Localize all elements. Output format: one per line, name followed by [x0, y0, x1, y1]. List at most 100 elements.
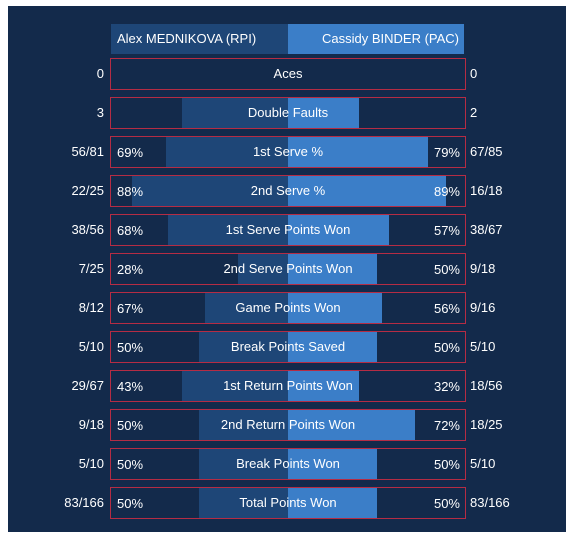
- right-player-stat-percent: 50%: [433, 262, 460, 277]
- right-player-stat-value: 9/16: [470, 300, 496, 315]
- right-player-stat-value: 9/18: [470, 261, 496, 276]
- right-player-bar: [288, 410, 415, 440]
- stat-bar-box: Aces: [110, 58, 466, 90]
- right-player-bar: [288, 254, 377, 284]
- stat-row: 7/25 2nd Serve Points Won 28% 50% 9/18: [8, 253, 566, 285]
- left-player-bar: [199, 332, 288, 362]
- stat-label: Game Points Won: [235, 300, 341, 315]
- left-player-stat-value: 7/25: [78, 261, 104, 276]
- left-player-stat-value: 5/10: [78, 456, 104, 471]
- player-left-header: Alex MEDNIKOVA (RPI): [111, 24, 288, 54]
- left-player-bar: [166, 137, 288, 167]
- stat-bar-box: 1st Return Points Won 43% 32%: [110, 370, 466, 402]
- right-player-bar: [288, 293, 382, 323]
- player-right-header: Cassidy BINDER (PAC): [288, 24, 464, 54]
- right-player-stat-percent: 89%: [433, 184, 460, 199]
- left-player-stat-value: 56/81: [71, 144, 104, 159]
- stat-row: 56/81 1st Serve % 69% 79% 67/85: [8, 136, 566, 168]
- right-player-stat-value: 2: [470, 105, 478, 120]
- stat-bar-box: Total Points Won 50% 50%: [110, 487, 466, 519]
- stat-label: Total Points Won: [239, 495, 337, 510]
- right-player-stat-value: 5/10: [470, 339, 496, 354]
- left-player-stat-percent: 50%: [117, 340, 144, 355]
- stat-row: 8/12 Game Points Won 67% 56% 9/16: [8, 292, 566, 324]
- left-player-stat-percent: 50%: [117, 418, 144, 433]
- right-player-stat-value: 83/166: [470, 495, 510, 510]
- left-player-stat-percent: 50%: [117, 457, 144, 472]
- left-player-stat-value: 9/18: [78, 417, 104, 432]
- left-player-bar: [182, 98, 288, 128]
- right-player-bar: [288, 137, 428, 167]
- match-stats-panel: Alex MEDNIKOVA (RPI) Cassidy BINDER (PAC…: [8, 6, 566, 532]
- right-player-stat-value: 16/18: [470, 183, 503, 198]
- right-player-stat-percent: 72%: [433, 418, 460, 433]
- stat-label: 2nd Serve Points Won: [223, 261, 353, 276]
- stat-bar-box: 1st Serve % 69% 79%: [110, 136, 466, 168]
- stat-row: 22/25 2nd Serve % 88% 89% 16/18: [8, 175, 566, 207]
- stat-row: 3 Double Faults 2: [8, 97, 566, 129]
- stat-row: 0 Aces 0: [8, 58, 566, 90]
- left-player-bar: [199, 449, 288, 479]
- stat-label: 2nd Serve %: [250, 183, 326, 198]
- left-player-bar: [132, 176, 288, 206]
- stat-bar-box: Break Points Saved 50% 50%: [110, 331, 466, 363]
- right-player-stat-value: 18/25: [470, 417, 503, 432]
- right-player-stat-percent: 50%: [433, 340, 460, 355]
- stat-row: 83/166 Total Points Won 50% 50% 83/166: [8, 487, 566, 519]
- stat-label: Break Points Saved: [230, 339, 346, 354]
- right-player-bar: [288, 449, 377, 479]
- stat-label: 1st Serve %: [252, 144, 324, 159]
- left-player-bar: [199, 410, 288, 440]
- stat-label: 1st Serve Points Won: [225, 222, 351, 237]
- right-player-bar: [288, 176, 446, 206]
- left-player-stat-value: 29/67: [71, 378, 104, 393]
- left-player-stat-percent: 28%: [117, 262, 144, 277]
- right-player-bar: [288, 332, 377, 362]
- stat-row: 9/18 2nd Return Points Won 50% 72% 18/25: [8, 409, 566, 441]
- left-player-stat-value: 8/12: [78, 300, 104, 315]
- stat-label: 2nd Return Points Won: [220, 417, 356, 432]
- stat-label: Double Faults: [247, 105, 329, 120]
- right-player-stat-percent: 56%: [433, 301, 460, 316]
- left-player-bar: [182, 371, 288, 401]
- right-player-stat-value: 5/10: [470, 456, 496, 471]
- stat-label: Aces: [273, 66, 303, 81]
- right-player-stat-value: 0: [470, 66, 478, 81]
- right-player-stat-value: 38/67: [470, 222, 503, 237]
- right-player-bar: [288, 215, 389, 245]
- left-player-bar: [238, 254, 288, 284]
- stat-row: 5/10 Break Points Saved 50% 50% 5/10: [8, 331, 566, 363]
- right-player-bar: [288, 488, 377, 518]
- left-player-stat-value: 0: [96, 66, 104, 81]
- right-player-stat-percent: 57%: [433, 223, 460, 238]
- left-player-stat-percent: 67%: [117, 301, 144, 316]
- left-player-stat-percent: 50%: [117, 496, 144, 511]
- left-player-stat-value: 3: [96, 105, 104, 120]
- stat-bar-box: Break Points Won 50% 50%: [110, 448, 466, 480]
- left-player-bar: [199, 488, 288, 518]
- right-player-stat-percent: 32%: [433, 379, 460, 394]
- left-player-stat-value: 38/56: [71, 222, 104, 237]
- right-player-stat-percent: 79%: [433, 145, 460, 160]
- stat-row: 29/67 1st Return Points Won 43% 32% 18/56: [8, 370, 566, 402]
- left-player-stat-percent: 88%: [117, 184, 144, 199]
- left-player-stat-percent: 69%: [117, 145, 144, 160]
- right-player-stat-value: 18/56: [470, 378, 503, 393]
- stat-row: 5/10 Break Points Won 50% 50% 5/10: [8, 448, 566, 480]
- stat-bar-box: 2nd Return Points Won 50% 72%: [110, 409, 466, 441]
- stat-row: 38/56 1st Serve Points Won 68% 57% 38/67: [8, 214, 566, 246]
- left-player-stat-value: 22/25: [71, 183, 104, 198]
- stat-bar-box: 2nd Serve % 88% 89%: [110, 175, 466, 207]
- right-player-stat-percent: 50%: [433, 457, 460, 472]
- left-player-stat-value: 83/166: [64, 495, 104, 510]
- right-player-bar: [288, 371, 359, 401]
- right-player-stat-value: 67/85: [470, 144, 503, 159]
- right-player-stat-percent: 50%: [433, 496, 460, 511]
- stat-bar-box: Game Points Won 67% 56%: [110, 292, 466, 324]
- stat-bar-box: 2nd Serve Points Won 28% 50%: [110, 253, 466, 285]
- left-player-bar: [205, 293, 288, 323]
- left-player-stat-value: 5/10: [78, 339, 104, 354]
- stat-bar-box: Double Faults: [110, 97, 466, 129]
- stat-bar-box: 1st Serve Points Won 68% 57%: [110, 214, 466, 246]
- stat-label: Break Points Won: [236, 456, 340, 471]
